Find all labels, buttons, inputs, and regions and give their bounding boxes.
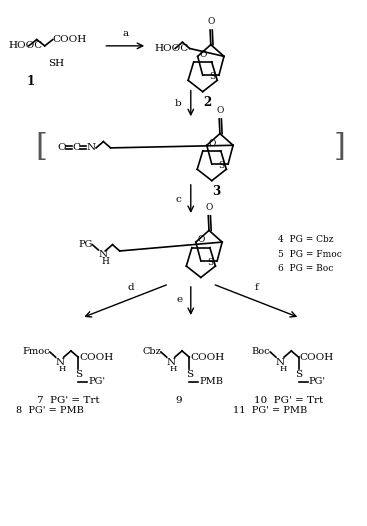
Text: 3: 3 xyxy=(212,185,221,198)
Text: COOH: COOH xyxy=(190,352,224,362)
Text: O: O xyxy=(216,106,224,115)
Text: S: S xyxy=(209,72,215,81)
Text: Boc: Boc xyxy=(251,348,270,357)
Text: S: S xyxy=(186,370,193,379)
Text: COOH: COOH xyxy=(299,352,334,362)
Text: 4  PG = Cbz: 4 PG = Cbz xyxy=(278,235,334,244)
Text: PG: PG xyxy=(78,240,92,249)
Text: H: H xyxy=(59,365,66,373)
Text: 8  PG' = PMB: 8 PG' = PMB xyxy=(16,406,84,415)
Text: H: H xyxy=(279,365,287,373)
Text: [: [ xyxy=(36,133,47,164)
Text: c: c xyxy=(176,195,182,204)
Text: PG': PG' xyxy=(308,377,326,386)
Text: 10  PG' = Trt: 10 PG' = Trt xyxy=(254,397,323,406)
Text: COOH: COOH xyxy=(53,35,87,44)
Text: 6  PG = Boc: 6 PG = Boc xyxy=(278,264,334,273)
Text: O: O xyxy=(198,236,205,245)
Text: O: O xyxy=(200,50,207,59)
Text: H: H xyxy=(170,365,177,373)
Text: S: S xyxy=(295,370,302,379)
Text: O: O xyxy=(57,144,66,153)
Text: 1: 1 xyxy=(26,75,34,88)
Text: COOH: COOH xyxy=(79,352,113,362)
Text: H: H xyxy=(102,257,109,266)
Text: SH: SH xyxy=(48,59,64,68)
Text: 11  PG' = PMB: 11 PG' = PMB xyxy=(233,406,307,415)
Text: N: N xyxy=(56,358,65,367)
Text: O: O xyxy=(207,17,214,26)
Text: Cbz: Cbz xyxy=(142,348,161,357)
Text: PMB: PMB xyxy=(199,377,223,386)
Text: PG': PG' xyxy=(88,377,105,386)
Text: 9: 9 xyxy=(176,397,182,406)
Text: S: S xyxy=(218,161,225,170)
Text: b: b xyxy=(175,99,182,108)
Text: f: f xyxy=(254,283,258,292)
Text: C: C xyxy=(72,144,80,153)
Text: O: O xyxy=(208,139,216,148)
Text: d: d xyxy=(127,283,134,292)
Text: N: N xyxy=(167,358,176,367)
Text: e: e xyxy=(176,295,182,304)
Text: N: N xyxy=(98,250,108,259)
Text: Fmoc: Fmoc xyxy=(22,348,50,357)
Text: 5  PG = Fmoc: 5 PG = Fmoc xyxy=(278,250,342,259)
Text: O: O xyxy=(205,203,213,211)
Text: HOOC: HOOC xyxy=(9,42,43,50)
Text: a: a xyxy=(122,29,128,38)
Text: ]: ] xyxy=(334,133,346,164)
Text: N: N xyxy=(276,358,285,367)
Text: 7  PG' = Trt: 7 PG' = Trt xyxy=(37,397,99,406)
Text: S: S xyxy=(75,370,82,379)
Text: 2: 2 xyxy=(203,96,211,108)
Text: S: S xyxy=(207,258,214,267)
Text: HOOC: HOOC xyxy=(155,44,189,53)
Text: N: N xyxy=(86,144,95,153)
